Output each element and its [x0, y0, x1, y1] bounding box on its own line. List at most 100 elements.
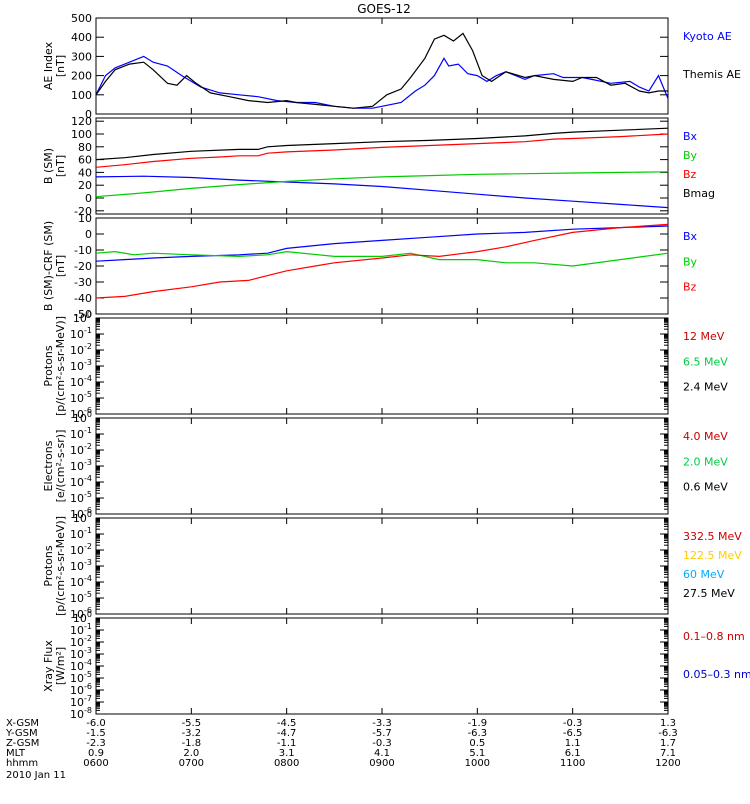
y-tick-label: 0 — [85, 228, 92, 241]
y-tick-label: 10-3 — [70, 558, 92, 573]
panel-frame — [95, 517, 669, 615]
xaxis-row-value: -6.3 — [658, 728, 678, 739]
y-tick-exponent: -5 — [84, 490, 92, 499]
xaxis-row-value: -5.7 — [372, 728, 392, 739]
xaxis-row-value: 5.1 — [469, 748, 485, 759]
xaxis-row-label: X-GSM — [6, 718, 39, 729]
series-by-line — [95, 250, 669, 267]
xaxis-row-value: -1.9 — [468, 718, 488, 729]
legend-entry: By — [683, 255, 698, 268]
xaxis-row-label: Y-GSM — [5, 728, 38, 739]
y-tick-label: 10-4 — [70, 474, 92, 489]
series-bx-line — [95, 175, 669, 209]
y-tick-label: 400 — [71, 31, 92, 44]
panel-xray: 10-810-710-610-510-410-310-210-1100Xray … — [42, 610, 750, 721]
xaxis-row-value: 1.3 — [660, 718, 676, 729]
y-tick-label: 10 — [78, 212, 92, 225]
y-tick-exponent: 0 — [87, 510, 92, 519]
y-tick-label: 10-2 — [70, 442, 92, 457]
y-tick-label: 100 — [73, 410, 92, 425]
y-tick-label: 120 — [71, 115, 92, 128]
y-tick-label: 10-4 — [70, 374, 92, 389]
legend-entry: 6.5 MeV — [683, 355, 728, 368]
y-axis-title: [e/(cm²-s-sr)] — [54, 430, 67, 503]
legend-entry: Bmag — [683, 187, 715, 200]
legend-entry: Bx — [683, 130, 698, 143]
series-bmag-line — [95, 127, 669, 161]
y-tick-exponent: -4 — [84, 658, 92, 667]
y-axis-title: Protons — [42, 345, 55, 386]
xaxis-row-value: 1.1 — [565, 738, 581, 749]
xaxis-row-value: 1200 — [655, 758, 680, 769]
y-axis-title: [W/m²] — [54, 647, 67, 685]
y-axis-title: [nT] — [54, 55, 67, 77]
legend-entry: Bz — [683, 168, 697, 181]
y-tick-label: -10 — [74, 244, 92, 257]
legend-entry: Themis AE — [682, 68, 741, 81]
y-tick-label: 10-5 — [70, 590, 92, 605]
y-axis-title: Xray Flux — [42, 640, 55, 692]
y-tick-exponent: -4 — [84, 574, 92, 583]
xaxis-row-value: -2.3 — [86, 738, 106, 749]
y-tick-label: 10-2 — [70, 342, 92, 357]
y-tick-label: 10-1 — [70, 526, 92, 541]
xaxis-date: 2010 Jan 11 — [6, 770, 66, 781]
y-tick-label: -30 — [74, 276, 92, 289]
y-tick-exponent: -3 — [84, 458, 92, 467]
legend-entry: By — [683, 149, 698, 162]
legend-entry: 332.5 MeV — [683, 530, 742, 543]
y-tick-label: 10-5 — [70, 390, 92, 405]
panel-frame — [95, 117, 669, 215]
y-tick-exponent: -2 — [84, 342, 92, 351]
y-tick-label: 10-3 — [70, 458, 92, 473]
y-tick-label: 100 — [73, 310, 92, 325]
series-by-line — [95, 171, 669, 198]
y-tick-exponent: -2 — [84, 542, 92, 551]
xaxis-row-value: -1.5 — [86, 728, 106, 739]
y-tick-label: 80 — [78, 141, 92, 154]
xaxis-row-value: 0700 — [179, 758, 204, 769]
y-tick-label: -50 — [74, 308, 92, 321]
y-axis-title: AE Index — [42, 41, 55, 90]
y-tick-label: 10-3 — [70, 358, 92, 373]
xaxis-row-value: 2.0 — [183, 748, 199, 759]
y-tick-exponent: 0 — [87, 410, 92, 419]
y-tick-exponent: -3 — [84, 646, 92, 655]
y-tick-label: 10-5 — [70, 490, 92, 505]
y-tick-exponent: -1 — [84, 526, 92, 535]
xaxis-row-value: 1100 — [560, 758, 585, 769]
legend-entry: 12 MeV — [683, 330, 725, 343]
series-bz-line — [95, 133, 669, 168]
legend-entry: 4.0 MeV — [683, 430, 728, 443]
y-tick-exponent: -1 — [84, 622, 92, 631]
y-tick-label: 20 — [78, 179, 92, 192]
y-axis-title: [p/(cm²-s-sr-MeV)] — [54, 316, 67, 416]
xaxis-row-value: -6.0 — [86, 718, 106, 729]
panel-bdiff: -50 -40 -30 -20 -10 0 10 B (SM)-CRF (SM) [nT] Bx B… — [42, 212, 698, 321]
y-axis-title: Protons — [42, 545, 55, 586]
panel-frame — [95, 217, 669, 315]
y-tick-label: 300 — [71, 50, 92, 63]
xaxis-row-value: 6.1 — [565, 748, 581, 759]
xaxis-row-value: -1.1 — [277, 738, 297, 749]
y-axis-title: [p/(cm²-s-sr-MeV)] — [54, 516, 67, 616]
y-tick-label: 10-4 — [70, 574, 92, 589]
y-tick-label: 40 — [78, 166, 92, 179]
xaxis-row-value: -6.5 — [563, 728, 583, 739]
y-tick-label: 100 — [71, 89, 92, 102]
xaxis-row-value: 0900 — [369, 758, 394, 769]
y-axis-title: Electrons — [42, 440, 55, 491]
y-tick-label: -40 — [74, 292, 92, 305]
xaxis-row-label: hhmm — [6, 758, 38, 769]
y-tick-exponent: -5 — [84, 670, 92, 679]
y-tick-label: -20 — [74, 205, 92, 218]
y-tick-label: 0 — [85, 192, 92, 205]
xaxis-row-value: -1.8 — [182, 738, 202, 749]
panel-frame — [95, 317, 669, 415]
y-tick-exponent: -7 — [84, 694, 92, 703]
